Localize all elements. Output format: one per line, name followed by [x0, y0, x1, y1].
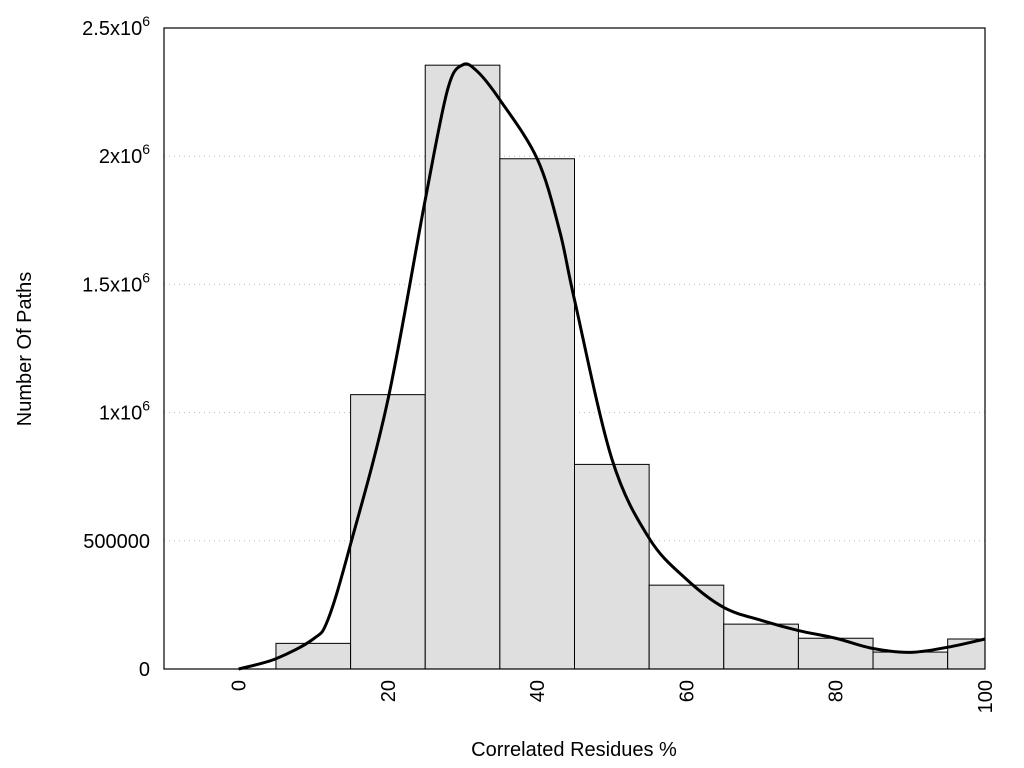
plot-frame [163, 27, 986, 670]
x-tick-labels: 0 20 40 60 80 100 [229, 680, 997, 713]
histogram-bar [424, 64, 501, 670]
histogram-bar [275, 642, 352, 670]
y-tick-label: 1x106 [99, 398, 150, 425]
y-tick-exponent: 6 [142, 13, 150, 29]
y-axis-label: Number Of Paths [14, 272, 36, 427]
y-tick-label: 0 [139, 659, 150, 681]
y-tick-label: 500000 [83, 531, 150, 553]
density-curve [238, 62, 986, 671]
y-tick-labels: 0 500000 1x106 1.5x106 2x106 2.5x106 [82, 13, 150, 681]
y-tick-label: 1.5x106 [82, 269, 150, 296]
bars [275, 64, 986, 670]
x-tick-label: 60 [676, 680, 698, 702]
histogram-bar [723, 623, 799, 670]
x-tick-label: 80 [826, 680, 848, 702]
y-tick-exponent: 6 [142, 141, 150, 157]
x-tick-label: 100 [975, 680, 997, 713]
histogram-bar [797, 637, 874, 670]
x-tick-label: 0 [229, 680, 251, 691]
x-tick-label: 20 [378, 680, 400, 702]
histogram-bar [574, 463, 650, 670]
y-tick-exponent: 6 [142, 398, 150, 414]
histogram-bar [350, 394, 426, 670]
y-tick-label: 2x106 [99, 141, 150, 168]
x-tick-label: 40 [527, 680, 549, 702]
y-tick-label: 2.5x106 [82, 13, 150, 40]
histogram-bar [872, 651, 949, 670]
y-tick-exponent: 6 [142, 269, 150, 285]
x-axis-label: Correlated Residues % [471, 739, 677, 761]
histogram-bar [648, 584, 725, 670]
histogram-bar [499, 158, 576, 670]
